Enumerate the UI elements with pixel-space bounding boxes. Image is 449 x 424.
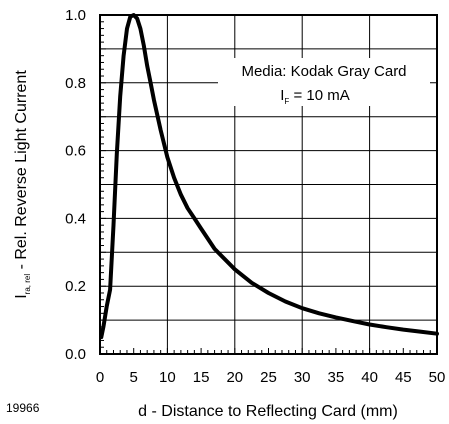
annotation-forward-current: IF = 10 mA [280, 87, 350, 106]
x-tick-label: 50 [429, 369, 446, 386]
x-tick-label: 25 [260, 369, 277, 386]
y-axis-title-symbol: I [13, 294, 30, 298]
plot-frame [99, 14, 438, 355]
y-tick-label: 0.6 [65, 143, 86, 160]
y-axis-title: Ira, rel - Rel. Reverse Light Current [13, 70, 32, 299]
annotation-current-symbol: I [280, 87, 284, 104]
y-tick-label: 0.0 [65, 346, 86, 363]
x-tick-label: 5 [130, 369, 138, 386]
x-tick-label: 20 [226, 369, 243, 386]
annotation-current-value: = 10 mA [289, 87, 349, 104]
y-tick-label: 0.4 [65, 210, 86, 227]
y-axis-title-text: - Rel. Reverse Light Current [13, 70, 30, 274]
x-tick-label: 40 [361, 369, 378, 386]
y-tick-label: 0.8 [65, 75, 86, 92]
y-tick-label: 0.2 [65, 278, 86, 295]
x-tick-label: 30 [294, 369, 311, 386]
annotation-box [218, 58, 430, 106]
annotation-current-subscript: F [284, 97, 289, 106]
x-tick-label: 15 [193, 369, 210, 386]
x-tick-label: 0 [96, 369, 104, 386]
x-tick-label: 45 [395, 369, 412, 386]
y-tick-labels: 0.0 0.2 0.4 0.6 0.8 1.0 [65, 7, 86, 363]
x-tick-label: 35 [328, 369, 345, 386]
x-tick-label: 10 [159, 369, 176, 386]
y-axis-title-subscript: ra, rel [23, 274, 32, 295]
annotation-media: Media: Kodak Gray Card [241, 63, 406, 80]
x-axis-title: d - Distance to Reflecting Card (mm) [138, 403, 398, 420]
y-tick-label: 1.0 [65, 7, 86, 24]
x-tick-labels: 0 5 10 15 20 25 30 35 40 45 50 [96, 369, 446, 386]
figure-id: 19966 [6, 401, 40, 415]
series-line [99, 13, 439, 340]
